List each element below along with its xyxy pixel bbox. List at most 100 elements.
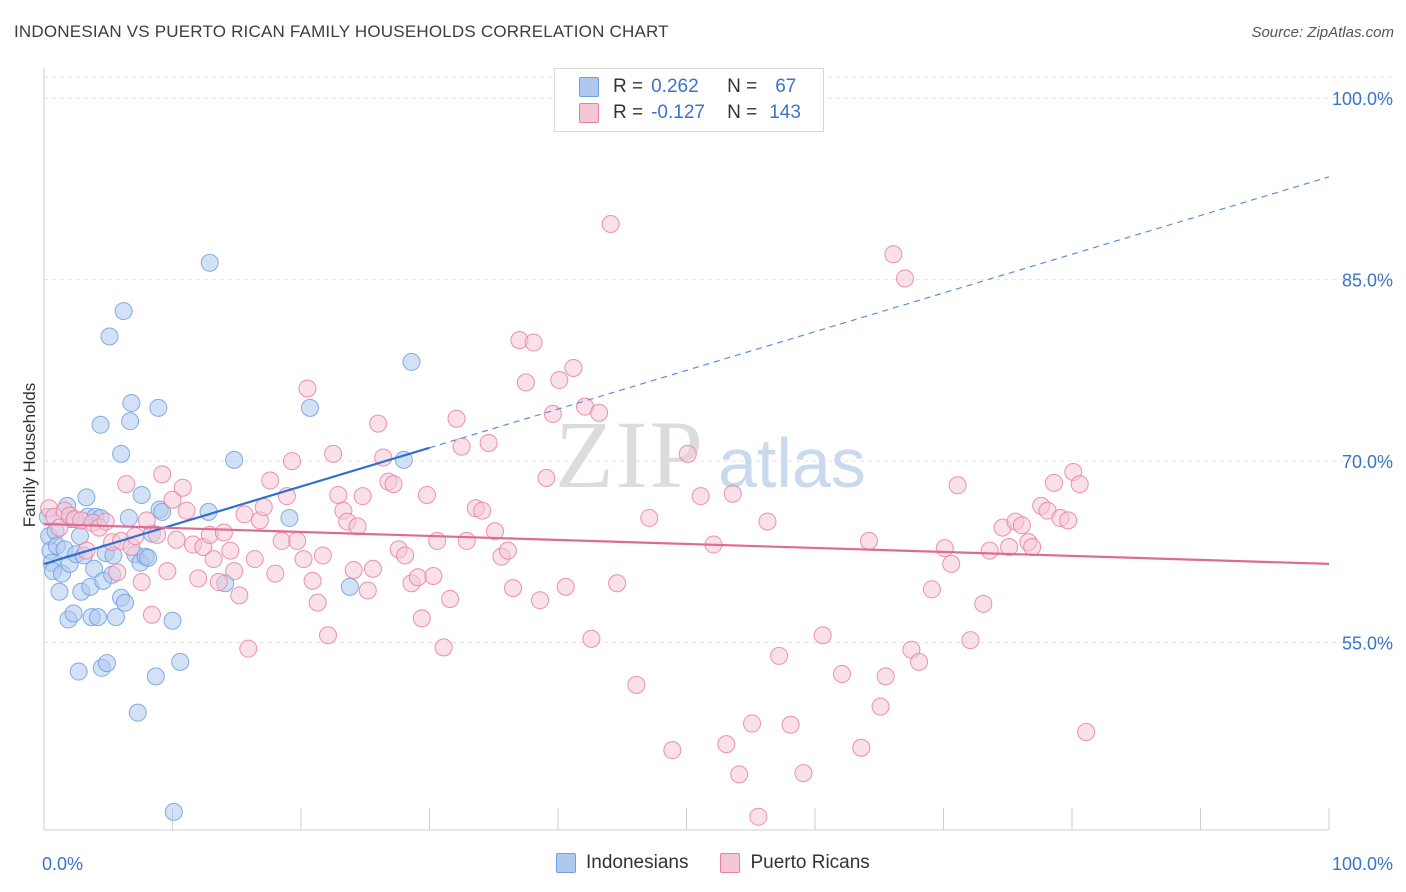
stats-legend: R = 0.262 N = 67 R = -0.127 N = 143 [554,68,824,132]
data-point [164,802,183,821]
data-point [239,639,258,658]
data-point [640,508,659,527]
data-point [69,662,88,681]
data-point [749,807,768,826]
data-point [394,450,413,469]
data-point [730,765,749,784]
data-point [723,484,742,503]
data-point [153,502,172,521]
data-point [177,501,196,520]
data-point [384,475,403,494]
data-point [163,490,182,509]
data-point [64,604,83,623]
data-point [204,550,223,569]
legend-r-value: 0.262 [651,76,699,97]
trend-lines [43,176,1330,566]
series-legend-indonesians: Indonesians [556,852,688,874]
data-point [167,530,186,549]
legend-n-value: 67 [775,76,797,97]
legend-row-puerto-ricans: R = -0.127 N = 143 [579,100,801,126]
legend-r-label: R = [613,102,644,123]
data-point [146,667,165,686]
data-point [97,654,116,673]
data-points [38,215,1096,826]
data-point [313,546,332,565]
data-point [447,409,466,428]
data-point [353,487,372,506]
data-point [106,608,125,627]
data-point [608,574,627,593]
data-point [298,379,317,398]
data-point [948,476,967,495]
data-point [781,715,800,734]
data-point [543,404,562,423]
data-point [691,487,710,506]
data-point [149,398,168,417]
data-point [280,508,299,527]
data-point [564,358,583,377]
legend-swatch-pink [720,853,741,873]
data-point [115,593,134,612]
y-tick-labels: 100.0% 85.0% 70.0% 55.0% [1332,89,1393,653]
data-point [358,581,377,600]
data-point [678,444,697,463]
data-point [261,471,280,490]
data-point [266,564,285,583]
y-tick-label: 55.0% [1342,634,1393,654]
data-point [473,501,492,520]
data-point [590,403,609,422]
data-point [329,485,348,504]
data-point [112,444,131,463]
data-point [272,531,291,550]
data-point [486,522,505,541]
trend-line-solid [43,522,1330,566]
data-point [935,539,954,558]
data-point [303,571,322,590]
data-point [457,531,476,550]
data-point [910,652,929,671]
data-point [1000,537,1019,556]
data-point [235,505,254,524]
x-tick-label-left: 0.0% [42,854,83,874]
data-point [743,714,762,733]
data-point [396,546,415,565]
legend-swatch-blue [556,853,576,873]
legend-r-value: -0.127 [651,102,705,123]
x-tick-label-right: 100.0% [1332,854,1393,874]
data-point [871,697,890,716]
data-point [537,469,556,488]
data-point [225,450,244,469]
data-point [100,327,119,346]
data-point [119,508,138,527]
data-point [1012,516,1031,535]
data-point [531,591,550,610]
legend-n-label: N = [727,102,758,123]
data-point [663,741,682,760]
data-point [859,531,878,550]
chart-title: INDONESIAN VS PUERTO RICAN FAMILY HOUSEH… [14,22,669,41]
data-point [171,652,190,671]
data-point [128,703,147,722]
watermark-atlas: atlas [718,424,866,502]
data-point [884,245,903,264]
axes [43,68,1330,831]
data-point [717,735,736,754]
data-point [132,485,151,504]
data-point [876,667,895,686]
data-point [121,412,140,431]
legend-r-label: R = [613,76,644,97]
data-point [308,593,327,612]
data-point [163,611,182,630]
data-point [369,414,388,433]
data-point [498,541,517,560]
data-point [200,253,219,272]
trend-line-dashed [429,176,1330,449]
data-point [344,560,363,579]
data-point [88,608,107,627]
data-point [895,269,914,288]
data-point [1070,475,1089,494]
data-point [424,567,443,585]
chart-source: Source: ZipAtlas.com [1251,24,1394,41]
data-point [758,512,777,531]
data-point [402,352,421,371]
